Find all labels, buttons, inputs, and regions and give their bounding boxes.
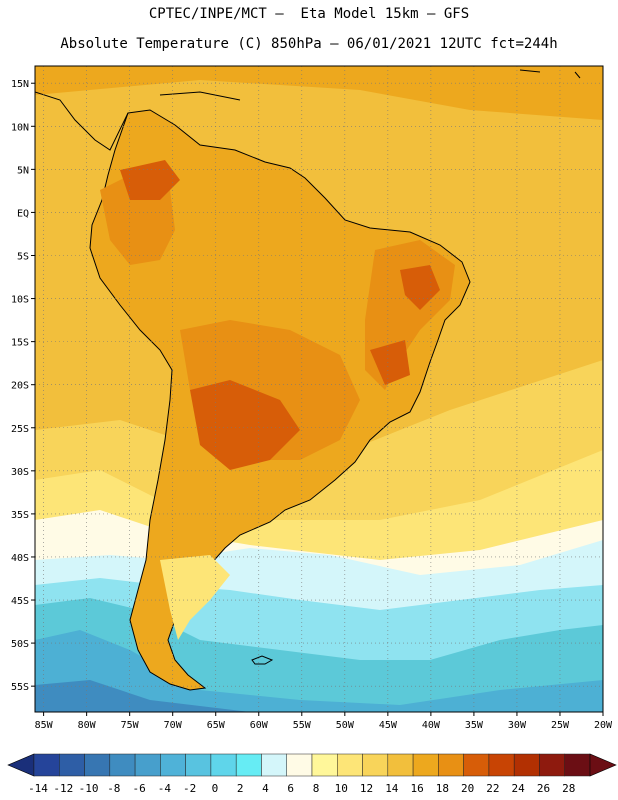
colorbar-label: 12: [360, 782, 373, 795]
colorbar-label: 6: [287, 782, 294, 795]
field-band-mid-blue: [35, 630, 603, 712]
lat-tick-label: 35S: [11, 510, 29, 521]
colorbar-segment: [160, 753, 186, 777]
colorbar-label: 16: [410, 782, 423, 795]
lon-tick-label: 60W: [250, 720, 269, 731]
colorbar-segment: [337, 753, 363, 777]
lon-tick-label: 30W: [508, 720, 527, 731]
colorbar-segment: [59, 753, 85, 777]
falkland-islands: [251, 655, 274, 665]
colorbar-label: 8: [313, 782, 320, 795]
colorbar-label: -10: [79, 782, 99, 795]
colorbar-segment: [261, 753, 287, 777]
colorbar-label: 18: [436, 782, 449, 795]
field-band-north-ocean: [35, 66, 603, 120]
colorbar-segment: [185, 753, 212, 777]
lon-tick-label: 65W: [207, 720, 226, 731]
colorbar-label: 28: [562, 782, 575, 795]
colorbar-label: 14: [385, 782, 399, 795]
caribbean-islands: [159, 69, 581, 101]
lon-tick-label: 85W: [35, 720, 54, 731]
colorbar-segment: [463, 753, 490, 777]
lat-tick-label: 5S: [17, 251, 29, 262]
longitude-axis: 85W 80W 75W 70W 65W 60W 55W 50W 45W 40W 35W 30W 25W 2…: [35, 712, 613, 731]
lat-tick-label: 10S: [11, 295, 29, 306]
field-zone-hotter-chaco: [190, 380, 300, 470]
lat-tick-label: 50S: [11, 639, 29, 650]
field-zone-hotter-minas: [370, 340, 410, 385]
colorbar-segment: [109, 753, 136, 777]
colorbar-label: 10: [335, 782, 348, 795]
lat-tick-label: 30S: [11, 467, 29, 478]
lat-tick-label: 10N: [11, 122, 29, 133]
lat-tick-label: 15S: [11, 338, 29, 349]
colorbar-segment: [210, 753, 237, 777]
colorbar-label: 2: [237, 782, 244, 795]
chart-title-line-1: CPTEC/INPE/MCT – Eta Model 15km – GFS: [148, 6, 470, 22]
lon-tick-label: 55W: [293, 720, 312, 731]
colorbar-segment: [564, 753, 591, 777]
field-zone-hotter-northeast: [400, 265, 440, 310]
lon-tick-label: 45W: [379, 720, 398, 731]
lat-tick-label: EQ: [17, 208, 29, 219]
field-band-deep-blue: [35, 680, 250, 712]
lon-tick-label: 80W: [78, 720, 97, 731]
latitude-axis: 15N 10N 5N EQ 5S 10S 15S 20S 25S 30S 35S 40S 45S 50S 5…: [11, 79, 35, 693]
colorbar-label: -2: [183, 782, 196, 795]
colorbar-under-arrow: [7, 753, 35, 777]
colorbar-segment: [412, 753, 439, 777]
colorbar-label: -12: [53, 782, 73, 795]
colorbar-label: 4: [262, 782, 269, 795]
lat-tick-label: 40S: [11, 553, 29, 564]
colorbar-label: -6: [132, 782, 145, 795]
lon-tick-label: 50W: [336, 720, 355, 731]
colorbar-label: -8: [107, 782, 120, 795]
lat-tick-label: 25S: [11, 424, 29, 435]
colorbar-segment: [311, 753, 338, 777]
chart-title-line-2: Absolute Temperature (C) 850hPa – 06/01/…: [60, 36, 558, 52]
lat-tick-label: 45S: [11, 596, 29, 607]
colorbar-segment: [539, 753, 565, 777]
colorbar-segment: [387, 753, 414, 777]
colorbar-segment: [438, 753, 464, 777]
lon-tick-label: 70W: [164, 720, 183, 731]
colorbar: -14 -12 -10 -8 -6 -4 -2 0 2 4 6 8 10 12 14 16 18 20 22 24 26…: [7, 753, 617, 795]
lat-tick-label: 5N: [17, 165, 29, 176]
lon-tick-label: 40W: [422, 720, 441, 731]
colorbar-segment: [134, 753, 161, 777]
colorbar-segment: [488, 753, 515, 777]
colorbar-label: -4: [158, 782, 172, 795]
lon-tick-label: 20W: [594, 720, 613, 731]
colorbar-segment: [84, 753, 111, 777]
colorbar-over-arrow: [589, 753, 617, 777]
colorbar-label: 26: [537, 782, 550, 795]
colorbar-label: -14: [28, 782, 48, 795]
map-frame: [34, 65, 604, 713]
colorbar-label: 22: [486, 782, 499, 795]
colorbar-segment: [286, 753, 313, 777]
lon-tick-label: 75W: [121, 720, 140, 731]
field-zone-hotter-north: [120, 160, 180, 200]
graticule: [35, 66, 603, 712]
lon-tick-label: 25W: [551, 720, 570, 731]
lat-tick-label: 15N: [11, 79, 29, 90]
colorbar-label: 24: [512, 782, 526, 795]
colorbar-segment: [362, 753, 389, 777]
central-america-coast: [35, 91, 129, 151]
lon-tick-label: 35W: [465, 720, 484, 731]
colorbar-label: 20: [461, 782, 474, 795]
lat-tick-label: 20S: [11, 381, 29, 392]
colorbar-label: 0: [212, 782, 219, 795]
field-zone-patagonia: [160, 555, 230, 640]
colorbar-segment: [33, 753, 60, 777]
colorbar-segment: [235, 753, 262, 777]
lat-tick-label: 55S: [11, 682, 29, 693]
colorbar-segment: [513, 753, 540, 777]
